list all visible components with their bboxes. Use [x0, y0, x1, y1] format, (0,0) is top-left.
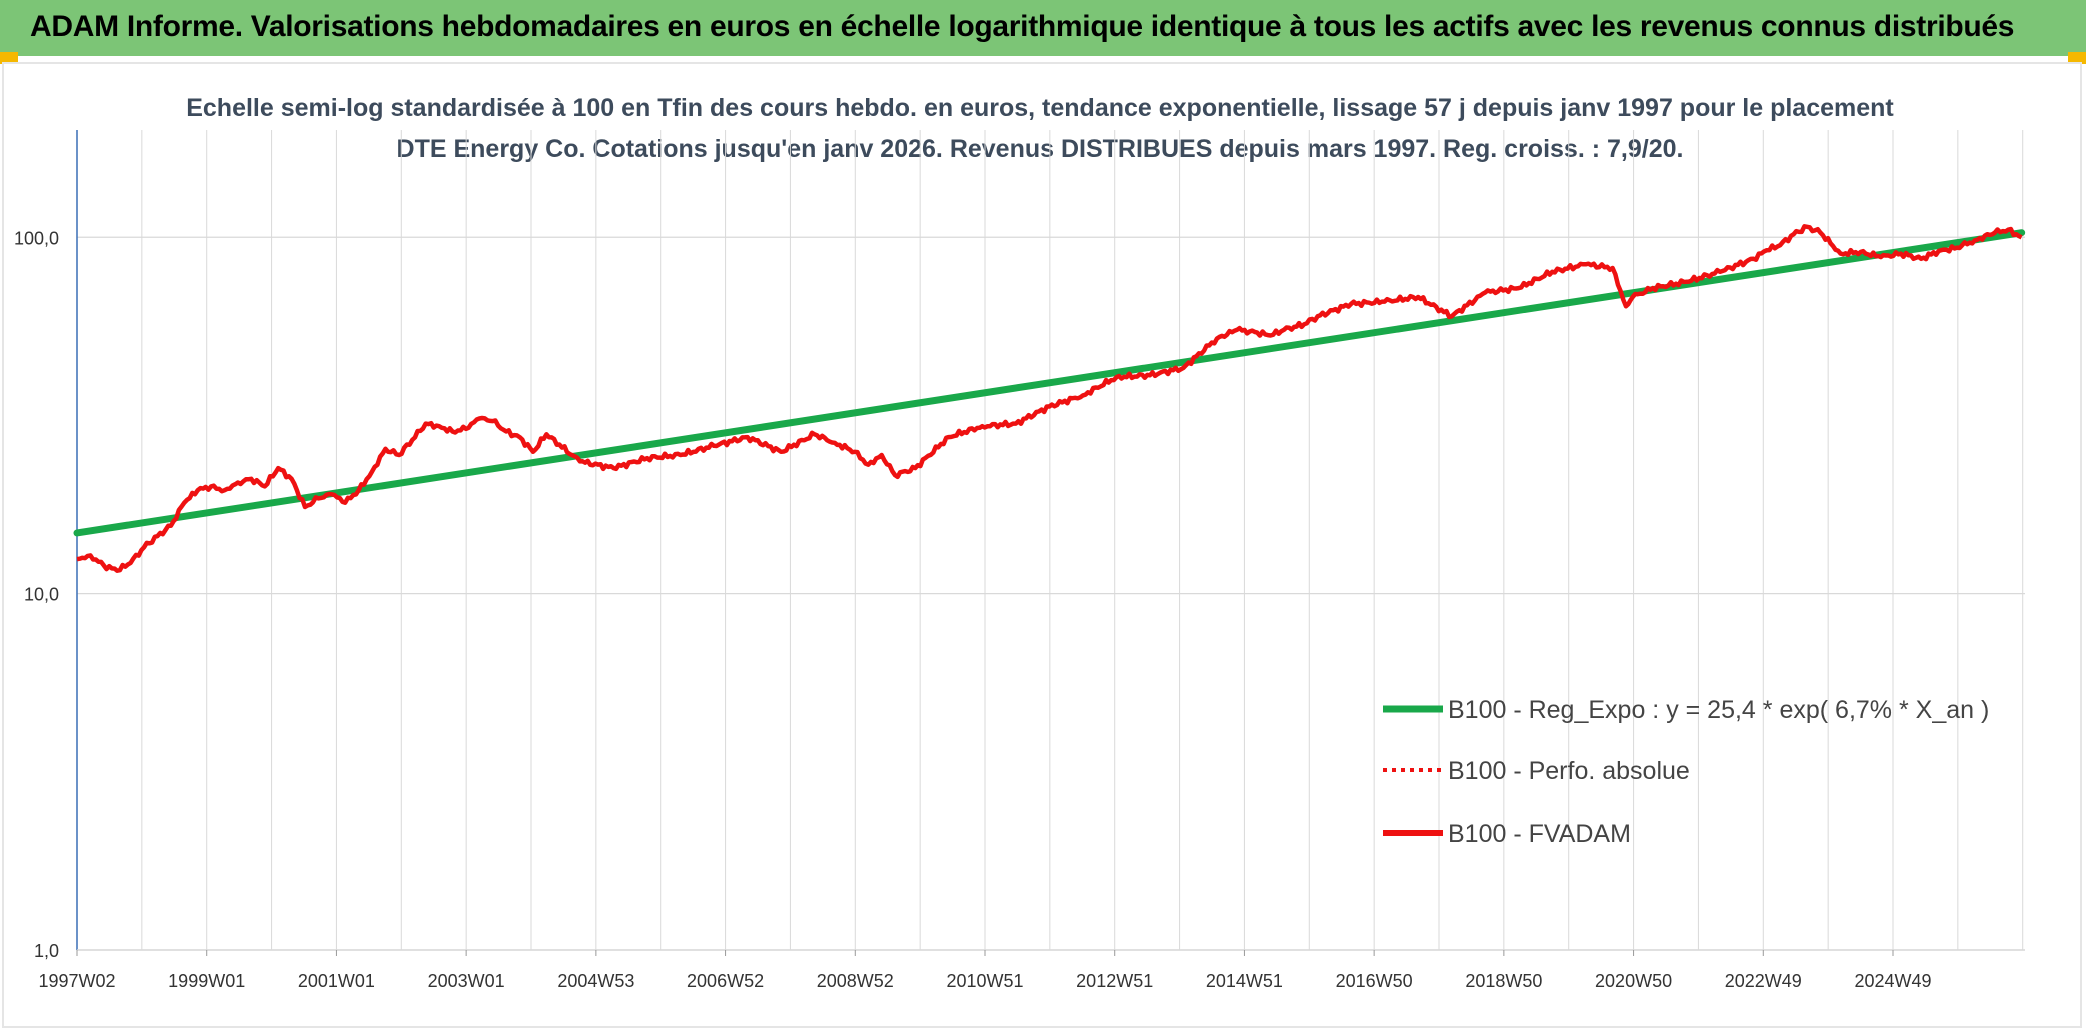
- x-tick-label: 2022W49: [1725, 971, 1802, 991]
- x-tick-label: 2012W51: [1076, 971, 1153, 991]
- x-tick-label: 1999W01: [168, 971, 245, 991]
- x-tick-label: 2006W52: [687, 971, 764, 991]
- y-tick-label: 1,0: [34, 941, 59, 961]
- axis-layer: 1,0 10,0 100,0 1997W02 1999W01 2001W01 2003W01…: [14, 130, 2025, 991]
- grid-layer: [76, 130, 2025, 951]
- x-tick-label: 1997W02: [38, 971, 115, 991]
- x-tick-label: 2010W51: [946, 971, 1023, 991]
- y-tick-label: 100,0: [14, 228, 59, 248]
- corner-marker-right: [2068, 52, 2086, 64]
- x-tick-label: 2008W52: [817, 971, 894, 991]
- fvadam-line: [76, 224, 2023, 573]
- x-tick-label: 2003W01: [428, 971, 505, 991]
- series-layer: [73, 224, 2026, 573]
- legend-label-1: B100 - Perfo. absolue: [1448, 757, 1690, 785]
- chart-title: Echelle semi-log standardisée à 100 en T…: [186, 94, 1894, 163]
- x-tick-label: 2014W51: [1206, 971, 1283, 991]
- x-tick-label: 2024W49: [1854, 971, 1931, 991]
- regression-line: [73, 229, 2026, 537]
- corner-marker-left: [0, 52, 18, 64]
- x-tick-label: 2020W50: [1595, 971, 1672, 991]
- x-tick-label: 2001W01: [298, 971, 375, 991]
- chart-frame: [2, 62, 2082, 1028]
- x-tick-label: 2004W53: [557, 971, 634, 991]
- x-tick-label: 2016W50: [1336, 971, 1413, 991]
- y-tick-label: 10,0: [24, 585, 59, 605]
- legend-label-2: B100 - FVADAM: [1448, 820, 1631, 848]
- legend: B100 - Reg_Expo : y = 25,4 * exp( 6,7% *…: [1383, 696, 1989, 848]
- legend-label-0: B100 - Reg_Expo : y = 25,4 * exp( 6,7% *…: [1448, 696, 1989, 724]
- header-bar: ADAM Informe. Valorisations hebdomadaire…: [0, 0, 2086, 56]
- x-tick-label: 2018W50: [1465, 971, 1542, 991]
- header-title: ADAM Informe. Valorisations hebdomadaire…: [30, 10, 2015, 43]
